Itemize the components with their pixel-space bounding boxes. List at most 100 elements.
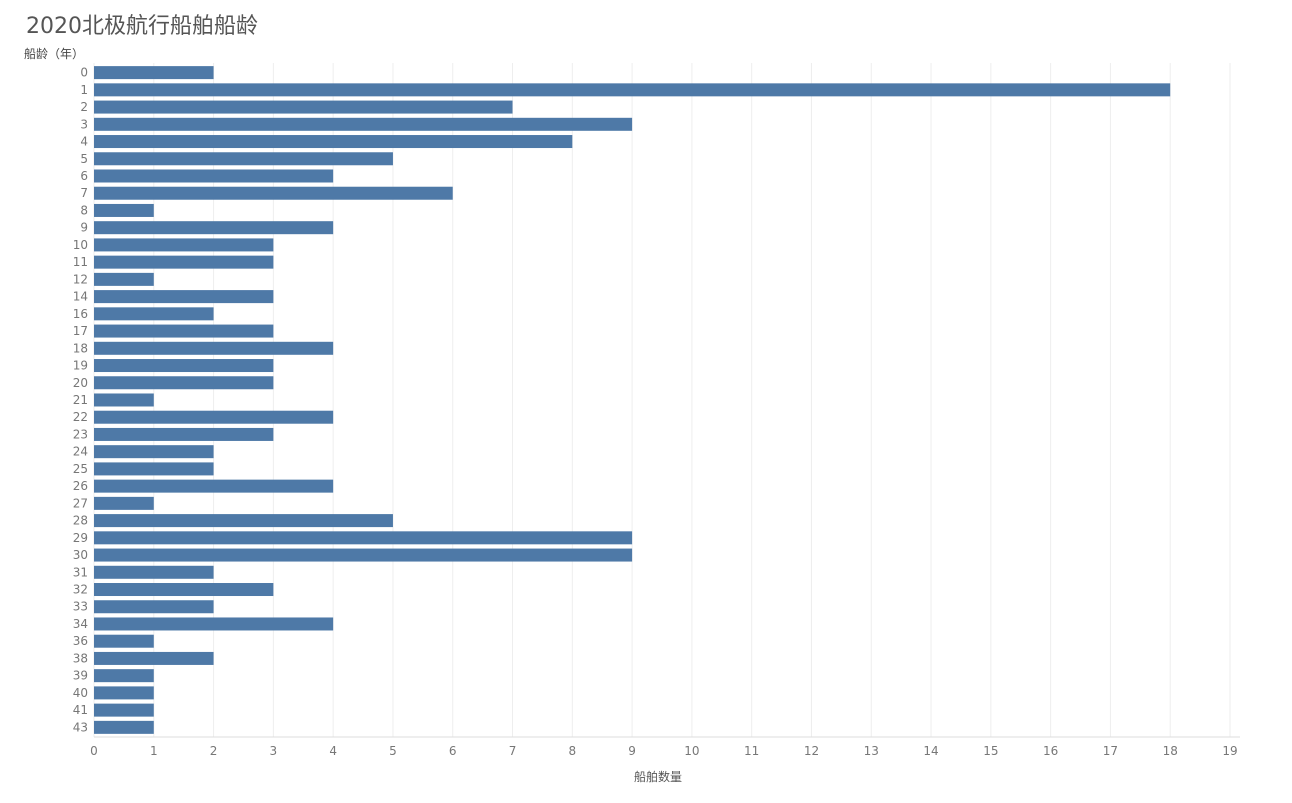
- bar: [94, 238, 274, 252]
- y-tick-label: 26: [73, 479, 88, 493]
- y-tick-label: 36: [73, 634, 88, 648]
- bar: [94, 427, 274, 441]
- y-tick-label: 33: [73, 600, 88, 614]
- x-tick-label: 3: [270, 744, 278, 758]
- bar: [94, 83, 1171, 97]
- bar: [94, 186, 453, 200]
- bar: [94, 290, 274, 304]
- y-tick-label: 32: [73, 583, 88, 597]
- bar: [94, 565, 214, 579]
- x-tick-label: 7: [509, 744, 517, 758]
- bar: [94, 686, 154, 700]
- y-tick-label: 17: [73, 324, 88, 338]
- bar: [94, 634, 154, 648]
- x-tick-label: 13: [864, 744, 879, 758]
- y-tick-label: 9: [80, 221, 88, 235]
- y-tick-label: 11: [73, 255, 88, 269]
- bar: [94, 100, 513, 114]
- y-tick-label: 27: [73, 496, 88, 510]
- y-tick-label: 21: [73, 393, 88, 407]
- x-tick-label: 14: [923, 744, 938, 758]
- y-tick-label: 23: [73, 427, 88, 441]
- bar: [94, 531, 633, 545]
- x-tick-label: 12: [804, 744, 819, 758]
- x-axis-ticks: 0 1 2 3 4 5 6 7 8 9 10 11 12 13 14 15 16 17 18 19: [90, 744, 1237, 758]
- y-tick-label: 43: [73, 720, 88, 734]
- x-tick-label: 17: [1103, 744, 1118, 758]
- y-tick-label: 30: [73, 548, 88, 562]
- y-tick-label: 22: [73, 410, 88, 424]
- bar: [94, 359, 274, 373]
- bar: [94, 617, 334, 631]
- bar: [94, 410, 334, 424]
- y-tick-label: 25: [73, 462, 88, 476]
- bar: [94, 255, 274, 269]
- y-tick-label: 5: [80, 152, 88, 166]
- bar: [94, 669, 154, 683]
- y-tick-label: 0: [80, 66, 88, 80]
- y-tick-label: 40: [73, 686, 88, 700]
- bar: [94, 548, 633, 562]
- y-tick-label: 28: [73, 514, 88, 528]
- y-tick-label: 39: [73, 669, 88, 683]
- bar: [94, 341, 334, 355]
- bar: [94, 462, 214, 476]
- y-tick-label: 6: [80, 169, 88, 183]
- x-tick-label: 19: [1222, 744, 1237, 758]
- x-tick-label: 5: [389, 744, 397, 758]
- bar: [94, 169, 334, 183]
- bar: [94, 66, 214, 80]
- y-tick-label: 2: [80, 100, 88, 114]
- y-tick-label: 29: [73, 531, 88, 545]
- y-tick-label: 20: [73, 376, 88, 390]
- y-tick-label: 12: [73, 272, 88, 286]
- y-tick-label: 8: [80, 203, 88, 217]
- y-tick-label: 16: [73, 307, 88, 321]
- bar: [94, 496, 154, 510]
- y-tick-label: 10: [73, 238, 88, 252]
- x-tick-label: 16: [1043, 744, 1058, 758]
- y-tick-label: 31: [73, 565, 88, 579]
- bars: [94, 66, 1171, 734]
- bar: [94, 152, 393, 166]
- bar: [94, 479, 334, 493]
- y-tick-label: 18: [73, 341, 88, 355]
- x-tick-label: 11: [744, 744, 759, 758]
- x-tick-label: 8: [568, 744, 576, 758]
- bar: [94, 376, 274, 390]
- bar: [94, 117, 633, 131]
- bar: [94, 600, 214, 614]
- x-axis-title: 船舶数量: [634, 769, 682, 784]
- bar: [94, 514, 393, 528]
- x-tick-label: 4: [329, 744, 337, 758]
- y-tick-label: 7: [80, 186, 88, 200]
- x-tick-label: 18: [1163, 744, 1178, 758]
- y-tick-label: 4: [80, 135, 88, 149]
- bar: [94, 324, 274, 338]
- bar: [94, 703, 154, 717]
- bar: [94, 203, 154, 217]
- x-tick-label: 10: [684, 744, 699, 758]
- y-tick-label: 3: [80, 117, 88, 131]
- bar: [94, 221, 334, 235]
- x-tick-label: 6: [449, 744, 457, 758]
- x-tick-label: 2: [210, 744, 218, 758]
- bar: [94, 307, 214, 321]
- y-tick-label: 1: [80, 83, 88, 97]
- y-tick-label: 14: [73, 290, 88, 304]
- x-tick-label: 9: [628, 744, 636, 758]
- y-axis-ticks: 0123456789101112141617181920212223242526…: [73, 66, 88, 735]
- y-axis-title: 船龄（年）: [24, 47, 85, 61]
- y-tick-label: 34: [73, 617, 88, 631]
- chart-title: 2020北极航行船舶船龄: [26, 14, 258, 39]
- bar: [94, 720, 154, 734]
- x-tick-label: 1: [150, 744, 158, 758]
- y-tick-label: 41: [73, 703, 88, 717]
- x-tick-label: 15: [983, 744, 998, 758]
- bar: [94, 135, 573, 149]
- bar: [94, 445, 214, 459]
- y-tick-label: 19: [73, 359, 88, 373]
- bar: [94, 272, 154, 286]
- bar: [94, 651, 214, 665]
